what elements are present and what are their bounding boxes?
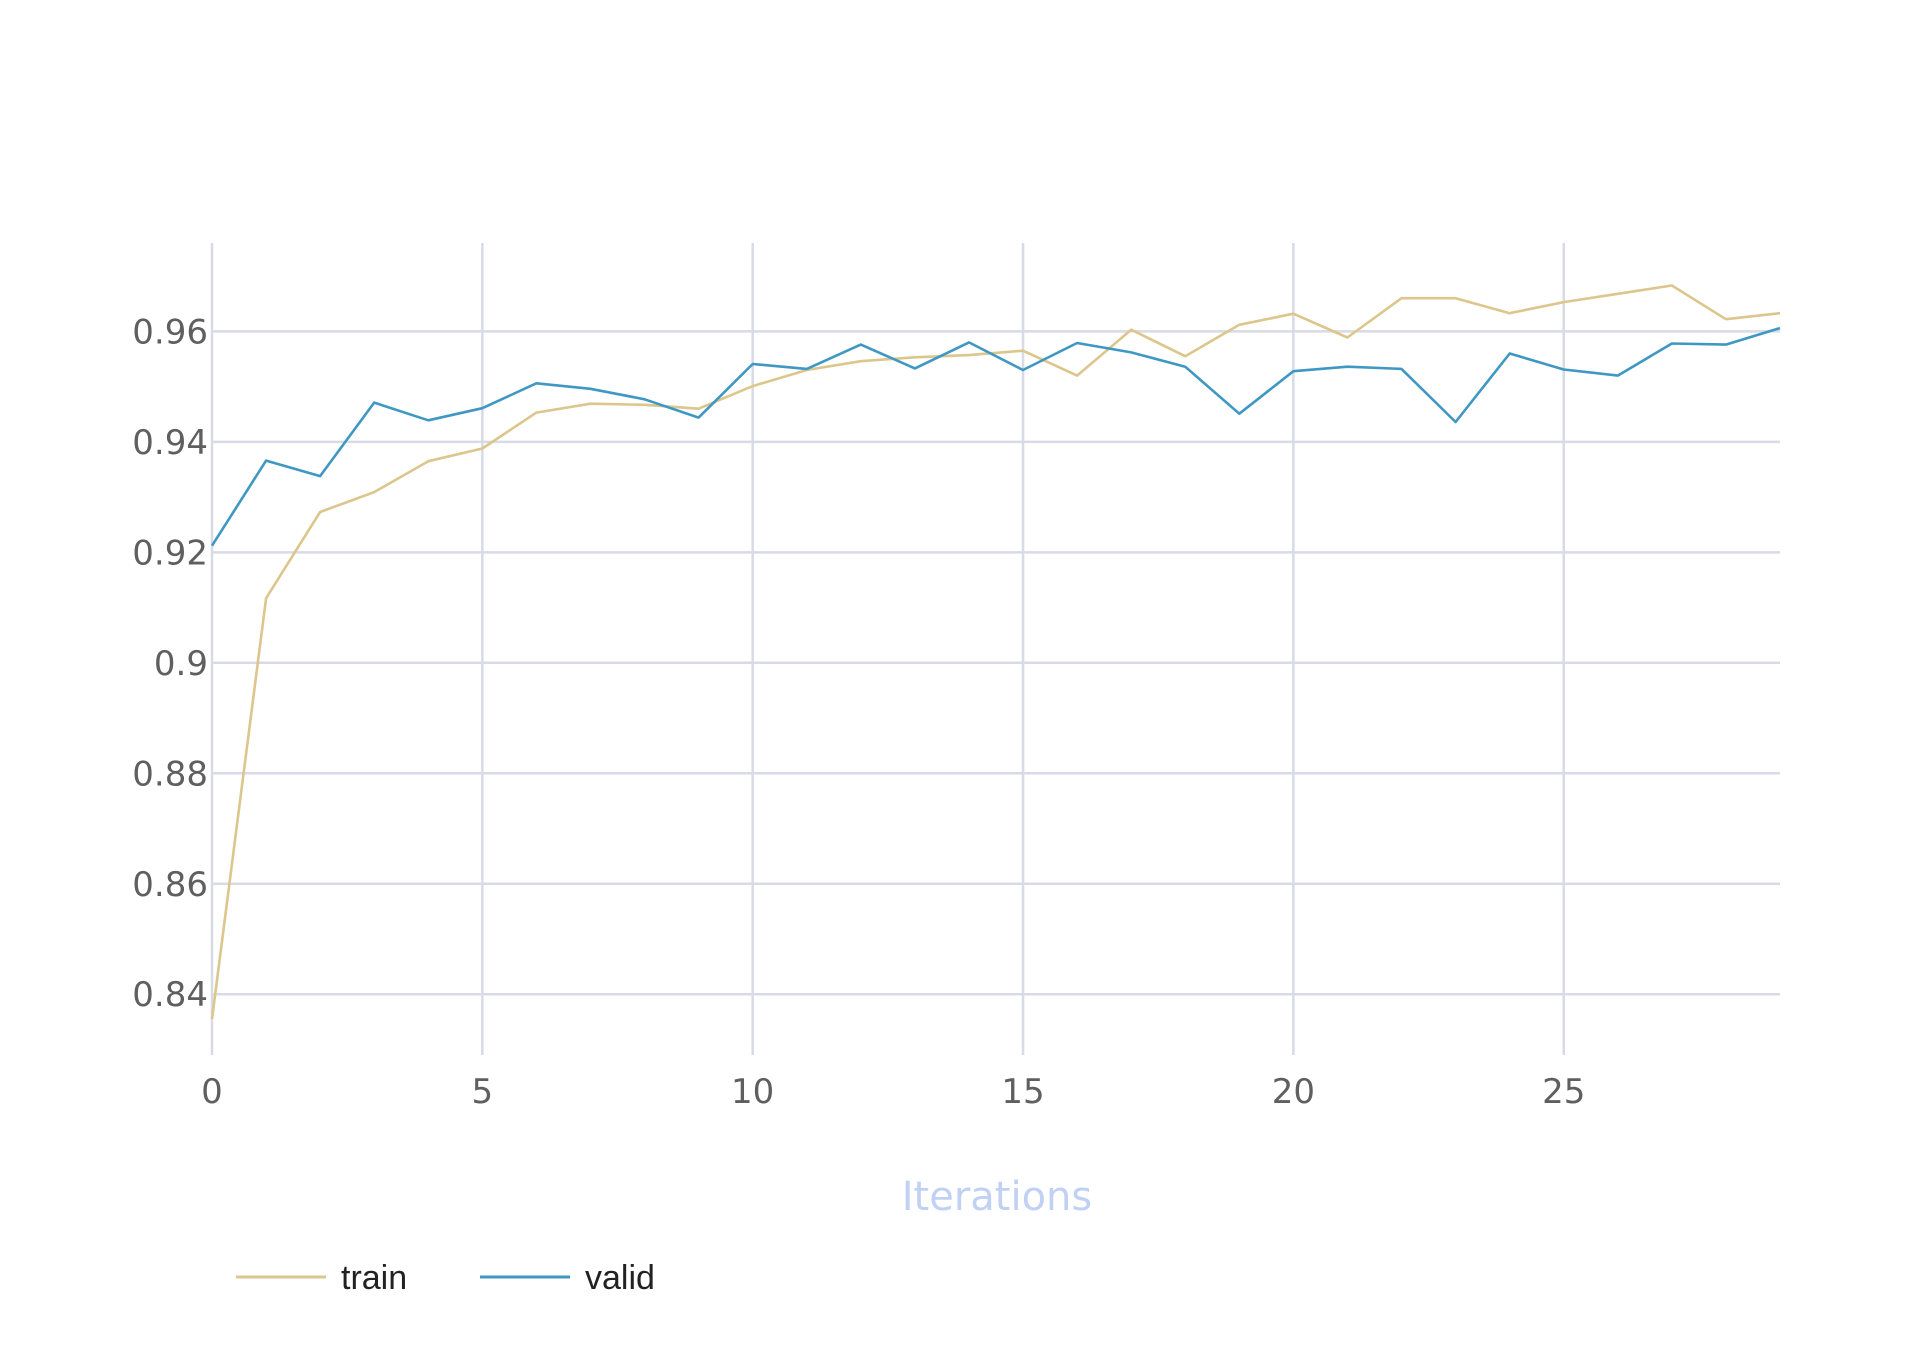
legend[interactable]: train valid	[236, 1259, 655, 1297]
legend-label: valid	[585, 1259, 655, 1297]
series-lines	[210, 284, 1781, 1020]
series-line-valid	[210, 326, 1781, 547]
series-line-train	[210, 284, 1781, 1020]
y-tick-label: 0.92	[132, 533, 208, 573]
y-tick-label: 0.96	[132, 312, 208, 352]
y-tick-label: 0.88	[132, 754, 208, 794]
x-tick-label: 10	[731, 1072, 774, 1112]
x-tick-label: 15	[1001, 1072, 1044, 1112]
legend-item-valid[interactable]: valid	[480, 1259, 655, 1297]
x-tick-label: 25	[1542, 1072, 1585, 1112]
grid-lines	[210, 243, 1780, 1055]
y-tick-label: 0.86	[132, 865, 208, 905]
x-axis-title: Iterations	[902, 1174, 1093, 1220]
x-tick-label: 5	[472, 1072, 494, 1112]
x-tick-label: 20	[1272, 1072, 1315, 1112]
legend-item-train[interactable]: train	[236, 1259, 407, 1297]
y-tick-label: 0.84	[132, 975, 208, 1015]
y-tick-label: 0.94	[132, 423, 208, 463]
x-tick-label: 0	[201, 1072, 223, 1112]
tick-labels: 0 5 10 15 20 25 0.84 0.86 0.88 0.9 0.92 0.94 0.96	[132, 312, 1585, 1112]
legend-label: train	[341, 1259, 407, 1297]
y-tick-label: 0.9	[154, 644, 208, 684]
